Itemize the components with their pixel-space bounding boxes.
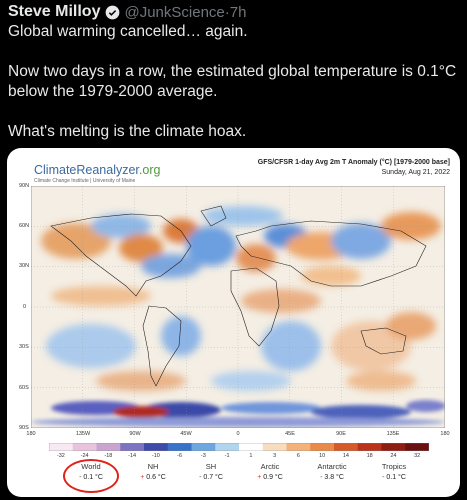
colorbar-swatch	[286, 443, 311, 451]
region-name: SH	[205, 462, 217, 471]
logo-subtitle: Climate Change Institute | University of…	[34, 178, 136, 184]
region-value: + 0.6 °C	[140, 474, 166, 481]
map-date: Sunday, Aug 21, 2022	[381, 169, 450, 176]
colorbar-label: 24	[390, 453, 397, 459]
colorbar-label: 6	[296, 453, 300, 459]
world-highlight-circle	[63, 459, 119, 493]
author-name[interactable]: Steve Milloy	[8, 3, 101, 20]
region-stat-tropics: Tropics - 0.1 °C	[366, 462, 422, 481]
colorbar-swatch	[262, 443, 287, 451]
colorbar-swatch	[405, 443, 429, 451]
lat-label: 0	[23, 304, 27, 310]
colorbar-swatch	[381, 443, 406, 451]
colorbar-label: 32	[414, 453, 421, 459]
region-value: - 0.7 °C	[199, 474, 223, 481]
lon-label: 135E	[386, 431, 400, 437]
region-stat-nh: NH + 0.6 °C	[125, 462, 181, 481]
lat-label: 60S	[19, 385, 29, 391]
colorbar-label: 14	[342, 453, 349, 459]
colorbar-label: -10	[151, 453, 160, 459]
region-name: Antarctic	[317, 462, 347, 471]
colorbar-label: 10	[319, 453, 326, 459]
region-stat-sh: SH - 0.7 °C	[183, 462, 239, 481]
lon-label: 90W	[129, 431, 141, 437]
colorbar-swatch	[120, 443, 145, 451]
colorbar-swatch	[144, 443, 169, 451]
colorbar-label: 3	[273, 453, 277, 459]
colorbar-label: -6	[177, 453, 183, 459]
region-value: + 0.9 °C	[257, 474, 283, 481]
tweet-text-line: What's melting is the climate hoax.	[8, 123, 247, 140]
colorbar-swatch	[357, 443, 382, 451]
region-value: - 3.8 °C	[320, 474, 344, 481]
lon-label: 180	[440, 431, 450, 437]
colorbar-label: -14	[128, 453, 137, 459]
colorbar-swatch	[310, 443, 335, 451]
region-name: Arctic	[260, 462, 280, 471]
colorbar-label: -1	[224, 453, 230, 459]
lon-label: 45E	[285, 431, 295, 437]
colorbar-swatch	[191, 443, 216, 451]
colorbar-swatch	[215, 443, 240, 451]
lat-label: 60N	[19, 223, 30, 229]
climate-reanalyzer-logo: ClimateReanalyzer.org	[34, 163, 161, 177]
lon-label: 135W	[75, 431, 91, 437]
region-name: Tropics	[381, 462, 407, 471]
colorbar	[49, 443, 429, 451]
colorbar-label: 1	[249, 453, 253, 459]
lat-label: 90N	[19, 183, 30, 189]
tweet-text-line: Global warming cancelled… again.	[8, 23, 248, 40]
tweet-header: Steve Milloy @JunkScience ·7h	[8, 2, 246, 22]
tweet-text-line: below the 1979-2000 average.	[8, 83, 218, 100]
colorbar-label: -24	[80, 453, 89, 459]
map-title: GFS/CFSR 1-day Avg 2m T Anomaly (°C) [19…	[257, 159, 450, 166]
lon-label: 0	[236, 431, 240, 437]
tweet-timestamp[interactable]: ·7h	[224, 3, 247, 21]
region-value: - 0.1 °C	[382, 474, 406, 481]
temperature-anomaly-map	[31, 186, 445, 428]
colorbar-label: 18	[366, 453, 373, 459]
lon-label: 90E	[336, 431, 346, 437]
region-stat-antarctic: Antarctic - 3.8 °C	[304, 462, 360, 481]
colorbar-swatch	[72, 443, 97, 451]
lon-label: 180	[26, 431, 36, 437]
region-stat-arctic: Arctic + 0.9 °C	[242, 462, 298, 481]
lat-label: 30S	[19, 344, 29, 350]
lat-label: 90S	[19, 425, 29, 431]
colorbar-swatch	[239, 443, 264, 451]
colorbar-swatch	[334, 443, 359, 451]
tweet-image-card[interactable]: ClimateReanalyzer.org Climate Change Ins…	[7, 148, 460, 497]
lon-label: 45W	[180, 431, 192, 437]
author-handle[interactable]: @JunkScience	[124, 3, 225, 21]
lat-label: 30N	[19, 263, 30, 269]
colorbar-label: -32	[56, 453, 65, 459]
colorbar-swatch	[167, 443, 192, 451]
colorbar-swatch	[49, 443, 74, 451]
colorbar-label: -3	[200, 453, 206, 459]
colorbar-swatch	[96, 443, 121, 451]
colorbar-label: -18	[104, 453, 113, 459]
tweet-text-line: Now two days in a row, the estimated glo…	[8, 63, 457, 80]
verified-badge-icon	[106, 5, 120, 19]
region-name: NH	[147, 462, 159, 471]
